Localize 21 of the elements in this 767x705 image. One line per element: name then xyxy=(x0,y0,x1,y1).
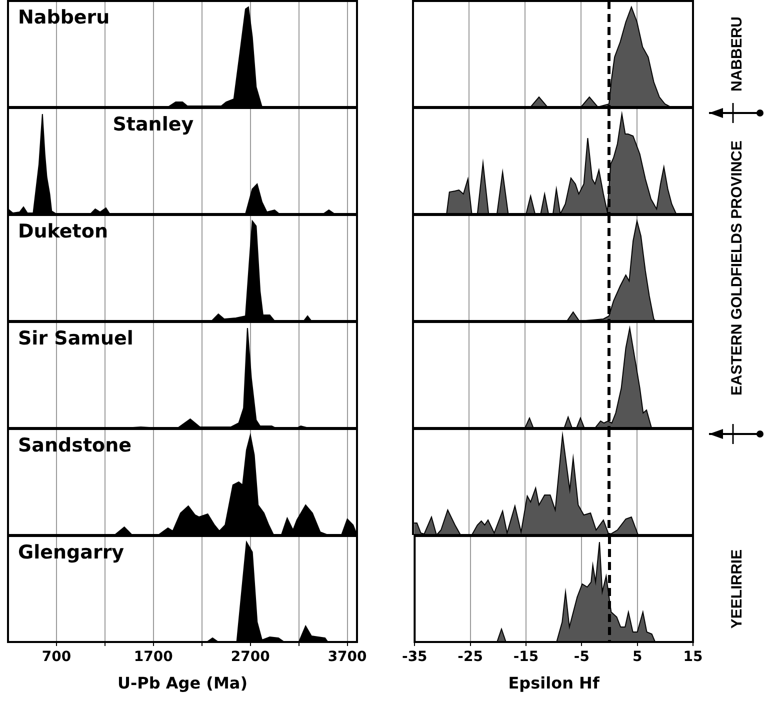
chart-title: Duketon xyxy=(18,220,108,242)
x-tick-label: 700 xyxy=(42,649,72,666)
x-tick-label: -25 xyxy=(458,649,483,666)
x-tick-label: -35 xyxy=(402,649,428,666)
x-tick-label: -15 xyxy=(513,649,539,666)
x-tick-label: 3700 xyxy=(328,649,368,666)
chart-title: Sir Samuel xyxy=(18,327,134,350)
x-tick-label: 15 xyxy=(683,649,703,666)
x-tick-label: 2700 xyxy=(230,649,270,666)
text: YEELIRRIE xyxy=(728,548,746,628)
chart-title: Sandstone xyxy=(18,434,132,456)
text: EASTERN GOLDFIELDS PROVINCE xyxy=(728,140,746,396)
x-axis-title: Epsilon Hf xyxy=(508,674,600,693)
chart-title: Glengarry xyxy=(18,541,125,564)
x-tick-label: 5 xyxy=(632,649,642,666)
chart-title: Stanley xyxy=(112,113,194,136)
x-tick-label: -5 xyxy=(574,649,590,666)
x-axis-title: U-Pb Age (Ma) xyxy=(118,674,248,693)
chart-title: Nabberu xyxy=(18,6,110,28)
text: NABBERU xyxy=(728,16,746,91)
x-tick-label: 1700 xyxy=(134,649,174,666)
